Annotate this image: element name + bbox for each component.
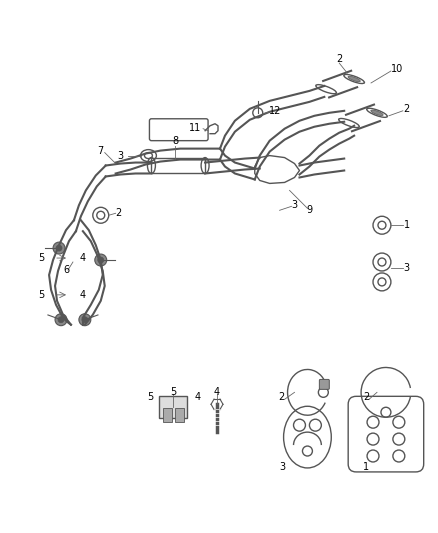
Text: 4: 4 xyxy=(80,290,86,300)
Text: 9: 9 xyxy=(306,205,312,215)
Text: 12: 12 xyxy=(268,106,281,116)
Text: 5: 5 xyxy=(38,290,44,300)
Text: 2: 2 xyxy=(279,392,285,402)
Ellipse shape xyxy=(348,76,360,82)
Bar xyxy=(159,397,187,418)
Text: 1: 1 xyxy=(404,220,410,230)
Circle shape xyxy=(79,314,91,326)
Text: 5: 5 xyxy=(147,392,154,402)
Text: 5: 5 xyxy=(38,253,44,263)
Text: 2: 2 xyxy=(336,54,343,64)
Text: 4: 4 xyxy=(80,253,86,263)
Circle shape xyxy=(56,245,62,251)
Circle shape xyxy=(98,257,104,263)
Text: 2: 2 xyxy=(363,392,369,402)
Circle shape xyxy=(58,317,64,322)
Text: 11: 11 xyxy=(189,123,201,133)
Text: 3: 3 xyxy=(404,263,410,273)
Text: 10: 10 xyxy=(391,64,403,74)
Text: 6: 6 xyxy=(63,265,69,275)
Bar xyxy=(152,158,205,173)
Circle shape xyxy=(55,314,67,326)
Circle shape xyxy=(82,317,88,322)
Text: 2: 2 xyxy=(116,208,122,219)
Bar xyxy=(175,408,184,422)
Circle shape xyxy=(53,242,65,254)
Circle shape xyxy=(95,254,107,266)
Text: 4: 4 xyxy=(194,392,200,402)
Text: 4: 4 xyxy=(214,387,220,397)
Text: 3: 3 xyxy=(117,151,124,160)
Text: 5: 5 xyxy=(170,387,177,397)
Text: 1: 1 xyxy=(363,462,369,472)
Text: 2: 2 xyxy=(404,104,410,114)
FancyBboxPatch shape xyxy=(319,379,329,389)
Text: 8: 8 xyxy=(172,136,178,146)
Bar xyxy=(163,408,172,422)
Text: 3: 3 xyxy=(291,200,297,211)
Ellipse shape xyxy=(371,110,383,116)
Text: 3: 3 xyxy=(279,462,286,472)
Text: 7: 7 xyxy=(98,146,104,156)
